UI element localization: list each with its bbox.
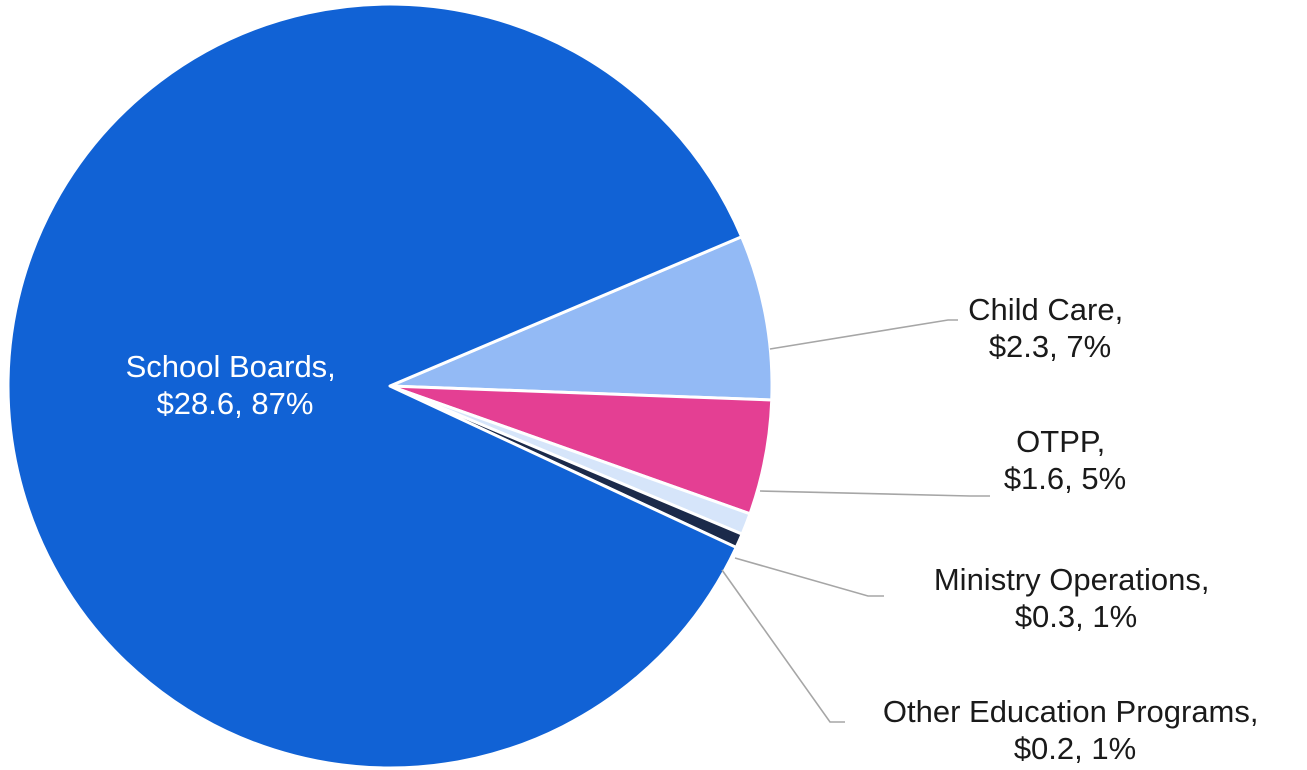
pie-slices xyxy=(6,2,774,770)
slice-label-child-care: Child Care, $2.3, 7% xyxy=(968,292,1132,364)
slice-child-care xyxy=(388,235,774,402)
slice-label-school-boards: School Boards, $28.6, 87% xyxy=(126,349,345,421)
leader-lines xyxy=(721,319,990,723)
slice-school-boards xyxy=(6,2,744,770)
leader-line-ministry-operations xyxy=(734,557,884,597)
slice-label-otpp: OTPP, $1.6, 5% xyxy=(1004,424,1126,496)
slice-label-ministry-operations: Ministry Operations, $0.3, 1% xyxy=(934,562,1218,634)
leader-line-otpp xyxy=(759,490,990,497)
slice-label-other-education-programs: Other Education Programs, $0.2, 1% xyxy=(883,694,1267,766)
leader-line-other-education-programs xyxy=(721,569,845,723)
leader-line-child-care xyxy=(769,319,958,350)
